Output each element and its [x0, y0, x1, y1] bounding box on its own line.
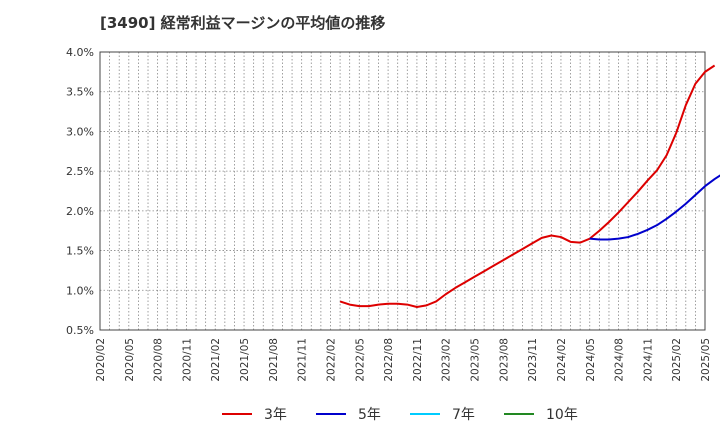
x-tick-label: 2021/05 [239, 338, 251, 382]
x-tick-label: 2021/08 [268, 338, 280, 382]
x-tick-label: 2025/02 [671, 338, 683, 382]
x-tick-label: 2023/05 [470, 338, 482, 382]
legend-label-2: 5年 [358, 407, 381, 423]
x-tick-label: 2024/11 [642, 338, 654, 382]
series-line-1 [339, 64, 716, 308]
legend-layer: 3年 5年 7年 10年 [222, 407, 578, 423]
series-layer [339, 64, 720, 308]
x-tick-label: 2025/05 [700, 338, 712, 382]
legend-label-1: 3年 [264, 407, 287, 423]
x-tick-label: 2021/02 [210, 338, 222, 382]
x-tick-label: 2021/11 [297, 338, 309, 382]
y-tick-label: 1.5% [66, 245, 94, 258]
x-tick-label: 2022/11 [412, 338, 424, 382]
legend-label-3: 7年 [452, 407, 475, 423]
y-tick-label: 4.0% [66, 46, 94, 59]
x-tick-label: 2020/02 [95, 338, 107, 382]
x-tick-label: 2023/02 [441, 338, 453, 382]
y-tick-label: 2.0% [66, 205, 94, 218]
x-tick-label: 2022/02 [325, 338, 337, 382]
y-tick-label: 0.5% [66, 324, 94, 337]
y-tick-label: 3.0% [66, 125, 94, 138]
grid-layer [100, 52, 705, 330]
y-tick-label: 1.0% [66, 284, 94, 297]
axis-layer: 0.5% 1.0% 1.5% 2.0% 2.5% 3.0% 3.5% 4.0% 2020/02 2… [66, 46, 712, 382]
y-tick-label: 3.5% [66, 86, 94, 99]
x-tick-label: 2022/08 [383, 338, 395, 382]
x-tick-label: 2022/05 [354, 338, 366, 382]
x-tick-label: 2020/08 [153, 338, 165, 382]
y-tick-label: 2.5% [66, 165, 94, 178]
legend-label-4: 10年 [546, 407, 578, 423]
plot-frame [99, 51, 706, 331]
x-tick-label: 2023/08 [498, 338, 510, 382]
x-tick-label: 2024/05 [585, 338, 597, 382]
series-line-2 [589, 174, 720, 241]
x-tick-label: 2020/11 [181, 338, 193, 382]
x-tick-label: 2020/05 [124, 338, 136, 382]
chart-title: [3490] 経常利益マージンの平均値の推移 [100, 14, 386, 32]
x-tick-label: 2024/02 [556, 338, 568, 382]
x-tick-label: 2024/08 [614, 338, 626, 382]
x-tick-label: 2023/11 [527, 338, 539, 382]
